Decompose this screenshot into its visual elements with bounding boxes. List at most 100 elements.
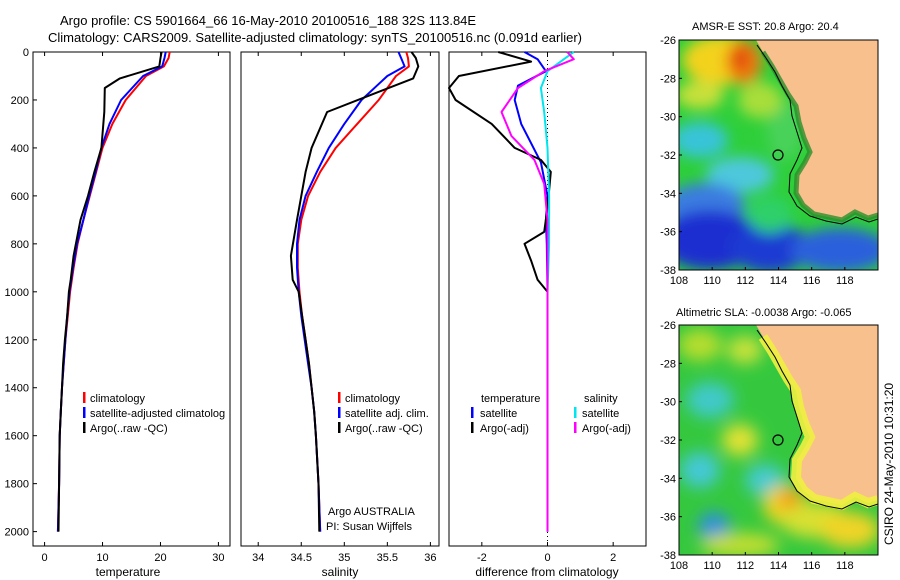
- legend-header-temperature: temperature: [481, 393, 540, 405]
- map-x-tick-label: 114: [770, 560, 788, 572]
- sst-map-title: AMSR-E SST: 20.8 Argo: 20.4: [692, 21, 839, 33]
- map-x-tick-label: 110: [703, 560, 721, 572]
- map-x-tick-label: 108: [670, 560, 688, 572]
- map-y-tick-label: -38: [660, 265, 676, 277]
- map-y-tick-label: -32: [660, 150, 676, 162]
- legend-swatch-temp-satellite: [471, 407, 474, 418]
- map-y-tick-label: -34: [660, 473, 676, 485]
- map-x-tick-label: 110: [703, 275, 721, 287]
- legend-swatch-sal-argo: [574, 422, 577, 433]
- x-tick-label: 0: [544, 552, 550, 564]
- legend-label-climatology: climatology: [90, 393, 146, 405]
- legend-swatch-climatology: [338, 392, 341, 403]
- argo-program-annotation: Argo AUSTRALIA: [328, 506, 415, 518]
- map-y-tick-label: -36: [660, 227, 676, 239]
- map-x-tick-label: 112: [737, 560, 755, 572]
- legend-swatch-satellite: [338, 407, 341, 418]
- series-line-temperature-argo: [448, 51, 552, 532]
- y-tick-label: 1000: [5, 287, 29, 299]
- sla-map-title: Altimetric SLA: -0.0038 Argo: -0.065: [676, 307, 851, 319]
- sst-heatmap: [679, 40, 878, 270]
- x-tick-label: 36: [424, 552, 436, 564]
- y-tick-label: 800: [11, 239, 29, 251]
- y-tick-label: 400: [11, 143, 29, 155]
- map-y-tick-label: -34: [660, 188, 676, 200]
- series-line-climatology: [56, 51, 171, 532]
- difference-legend: temperature salinity satellite Argo(-adj…: [471, 393, 631, 435]
- y-tick-label: 0: [23, 47, 29, 59]
- x-tick-label: 10: [96, 552, 108, 564]
- map-y-tick-label: -26: [660, 35, 676, 47]
- salinity-axes-frame: [240, 51, 440, 547]
- sla-map-panel: Altimetric SLA: -0.0038 Argo: -0.065: [660, 307, 879, 572]
- sst-map-axes: 108 110 112 114 116 118 -26 -28 -30 -32 -34 -36 -38: [660, 35, 854, 287]
- x-tick-label: 30: [212, 552, 224, 564]
- legend-swatch-satellite: [83, 407, 86, 418]
- x-tick-label: 0: [42, 552, 48, 564]
- series-line-temperature-satellite: [513, 51, 549, 532]
- legend-label-satellite: satellite adj. clim.: [345, 408, 429, 420]
- map-y-tick-label: -28: [660, 73, 676, 85]
- argo-float-marker: [772, 434, 784, 446]
- legend-swatch-climatology: [83, 392, 86, 403]
- coast-yellow-band: [758, 334, 878, 511]
- difference-x-axis: -2 0 2: [477, 52, 616, 564]
- difference-lines: [448, 51, 575, 532]
- salinity-xlabel: salinity: [322, 565, 359, 579]
- legend-swatch-argo: [83, 422, 86, 433]
- salinity-panel: 34 34.5 35 35.5 36 salinity climatology sate…: [240, 51, 440, 579]
- legend-label-satellite: satellite-adjusted climatolog: [90, 408, 225, 420]
- temperature-x-axis: 0 10 20 30: [42, 52, 225, 564]
- series-line-argo: [289, 51, 420, 532]
- legend-header-salinity: salinity: [584, 393, 618, 405]
- y-tick-label: 1200: [5, 335, 29, 347]
- pi-annotation: PI: Susan Wijffels: [326, 521, 412, 533]
- legend-label-temp-argo: Argo(-adj): [480, 423, 529, 435]
- series-line-argo: [57, 51, 163, 532]
- figure-title-line1: Argo profile: CS 5901664_66 16-May-2010 …: [60, 13, 476, 28]
- series-line-satellite: [296, 51, 406, 532]
- map-y-tick-label: -28: [660, 358, 676, 370]
- y-tick-label: 600: [11, 191, 29, 203]
- map-x-tick-label: 116: [803, 275, 821, 287]
- y-tick-label: 1600: [5, 431, 29, 443]
- x-tick-label: 35.5: [377, 552, 398, 564]
- map-y-tick-label: -36: [660, 512, 676, 524]
- x-tick-label: 20: [154, 552, 166, 564]
- map-y-tick-label: -38: [660, 550, 676, 562]
- series-line-salinity-argo: [500, 51, 575, 532]
- sla-heatmap: [679, 325, 878, 555]
- salinity-lines: [289, 51, 420, 532]
- difference-xlabel: difference from climatology: [475, 565, 618, 579]
- y-tick-label: 1400: [5, 383, 29, 395]
- y-tick-label: 2000: [5, 527, 29, 539]
- map-x-tick-label: 108: [670, 275, 688, 287]
- legend-label-sal-satellite: satellite: [582, 408, 619, 420]
- temperature-xlabel: temperature: [96, 565, 161, 579]
- map-y-tick-label: -32: [660, 435, 676, 447]
- legend-label-argo: Argo(..raw -QC): [90, 423, 168, 435]
- x-tick-label: 34: [252, 552, 264, 564]
- temperature-panel: 0 200 400 600 800 1000 1200 1400 1600 1800 2000 0 1…: [5, 47, 231, 579]
- y-tick-label: 1800: [5, 479, 29, 491]
- legend-swatch-argo: [338, 422, 341, 433]
- map-y-tick-label: -26: [660, 320, 676, 332]
- map-y-tick-label: -30: [660, 397, 676, 409]
- depth-axis: 0 200 400 600 800 1000 1200 1400 1600 1800 2000: [5, 47, 37, 539]
- x-tick-label: 35: [338, 552, 350, 564]
- x-tick-label: -2: [477, 552, 487, 564]
- difference-panel: -2 0 2 difference from climatology tempera…: [448, 51, 647, 579]
- series-line-climatology: [296, 51, 410, 532]
- temperature-legend: climatology satellite-adjusted climatolo…: [83, 392, 225, 435]
- map-x-tick-label: 112: [737, 275, 755, 287]
- australia-landmass: [756, 40, 878, 220]
- map-x-tick-label: 116: [803, 560, 821, 572]
- legend-swatch-temp-argo: [471, 422, 474, 433]
- shelf-contour: [756, 44, 878, 225]
- legend-swatch-sal-satellite: [574, 407, 577, 418]
- coast-green-band: [760, 50, 878, 223]
- legend-label-climatology: climatology: [345, 393, 401, 405]
- x-tick-label: 2: [610, 552, 616, 564]
- sst-map-panel: AMSR-E SST: 20.8 Argo: 20.4: [660, 21, 879, 287]
- legend-label-argo: Argo(..raw -QC): [345, 423, 423, 435]
